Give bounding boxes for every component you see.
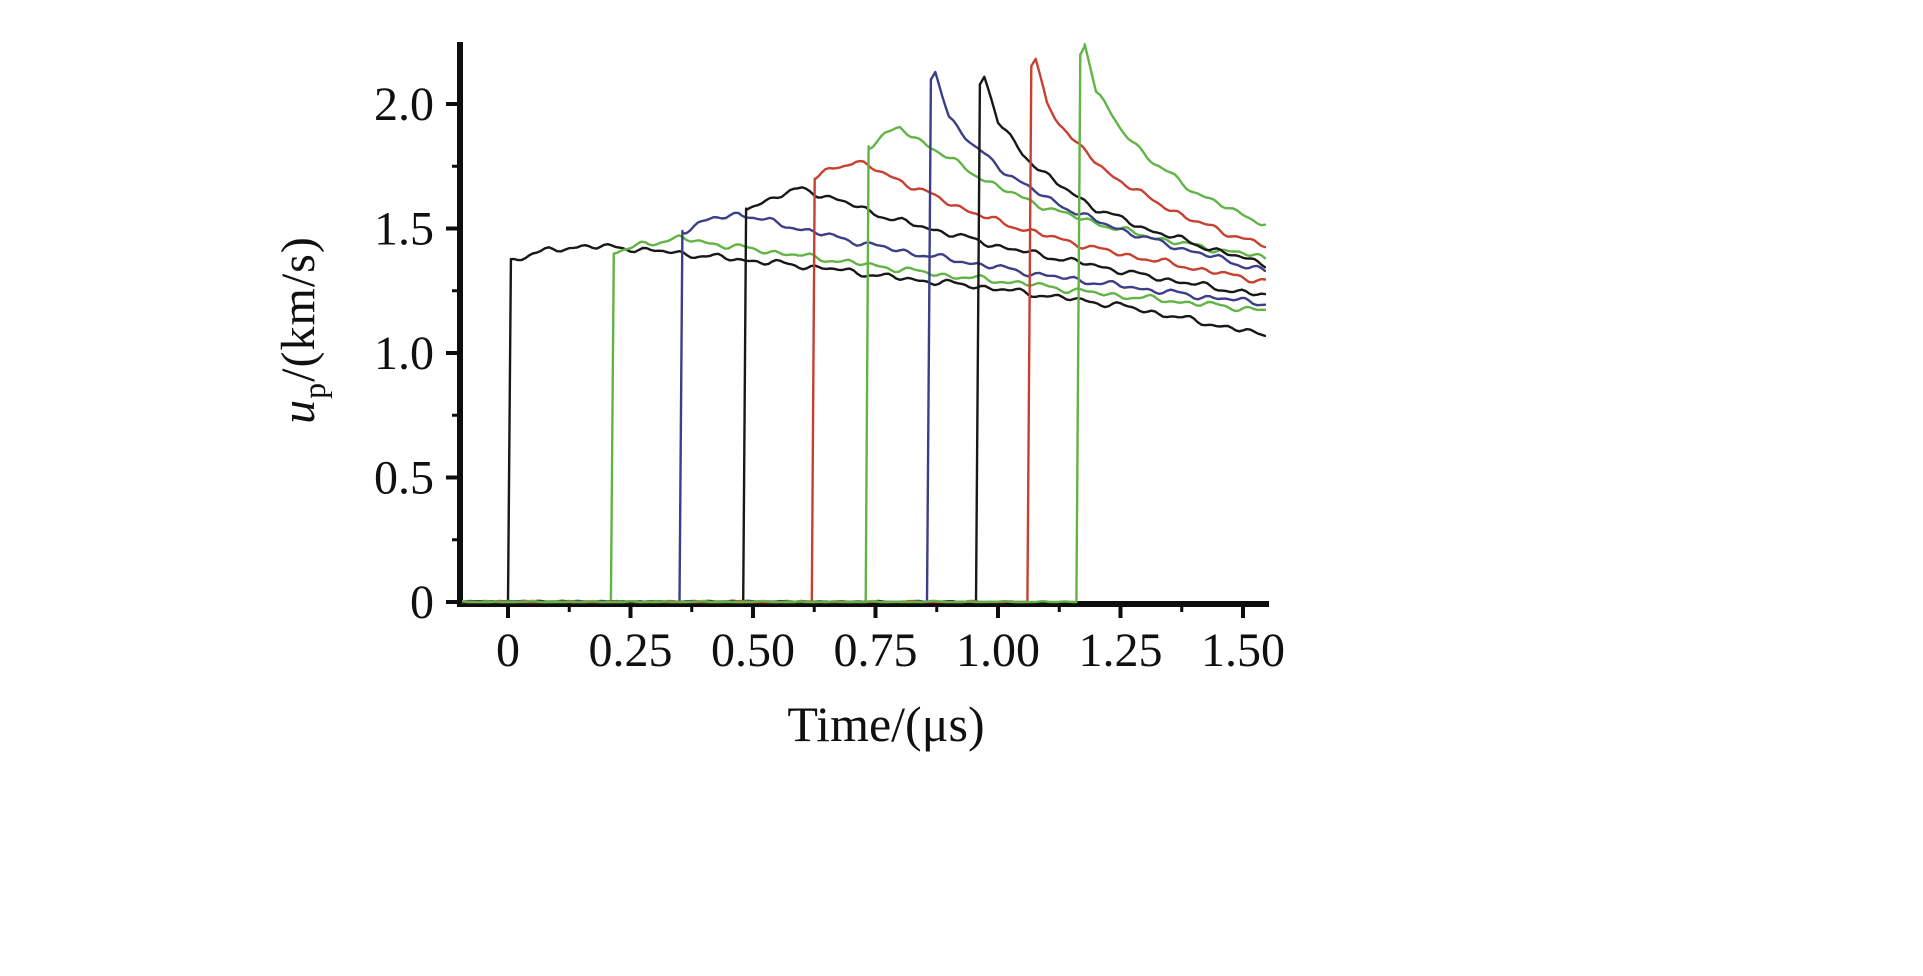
y-tick-label: 0: [410, 576, 434, 629]
y-axis-label: up/(km/s): [271, 236, 333, 424]
y-tick-label: 2.0: [374, 78, 434, 131]
series-trace-9: [462, 57, 1266, 604]
x-tick-label: 1.50: [1201, 624, 1285, 677]
x-tick-label: 1.25: [1079, 624, 1163, 677]
y-tick-label: 1.5: [374, 203, 434, 256]
x-tick-label: 1.00: [956, 624, 1040, 677]
y-axis-symbol: u: [272, 398, 326, 424]
x-axis-label: Time/(μs): [787, 696, 985, 752]
x-tick-label: 0: [496, 624, 520, 677]
y-tick-label: 1.0: [374, 327, 434, 380]
series-group: [462, 43, 1266, 604]
y-axis-units: /(km/s): [272, 236, 326, 382]
axes-frame: [457, 42, 1269, 607]
y-axis-subscript: p: [295, 381, 332, 399]
y-tick-label: 0.5: [374, 452, 434, 505]
series-trace-3: [462, 211, 1266, 604]
series-trace-2: [462, 234, 1266, 604]
series-trace-10: [462, 43, 1266, 604]
x-tick-label: 0.25: [589, 624, 673, 677]
series-trace-6: [462, 125, 1266, 604]
series-trace-1: [462, 243, 1266, 604]
series-trace-4: [462, 186, 1266, 604]
x-tick-label: 0.50: [711, 624, 795, 677]
x-tick-label: 0.75: [834, 624, 918, 677]
